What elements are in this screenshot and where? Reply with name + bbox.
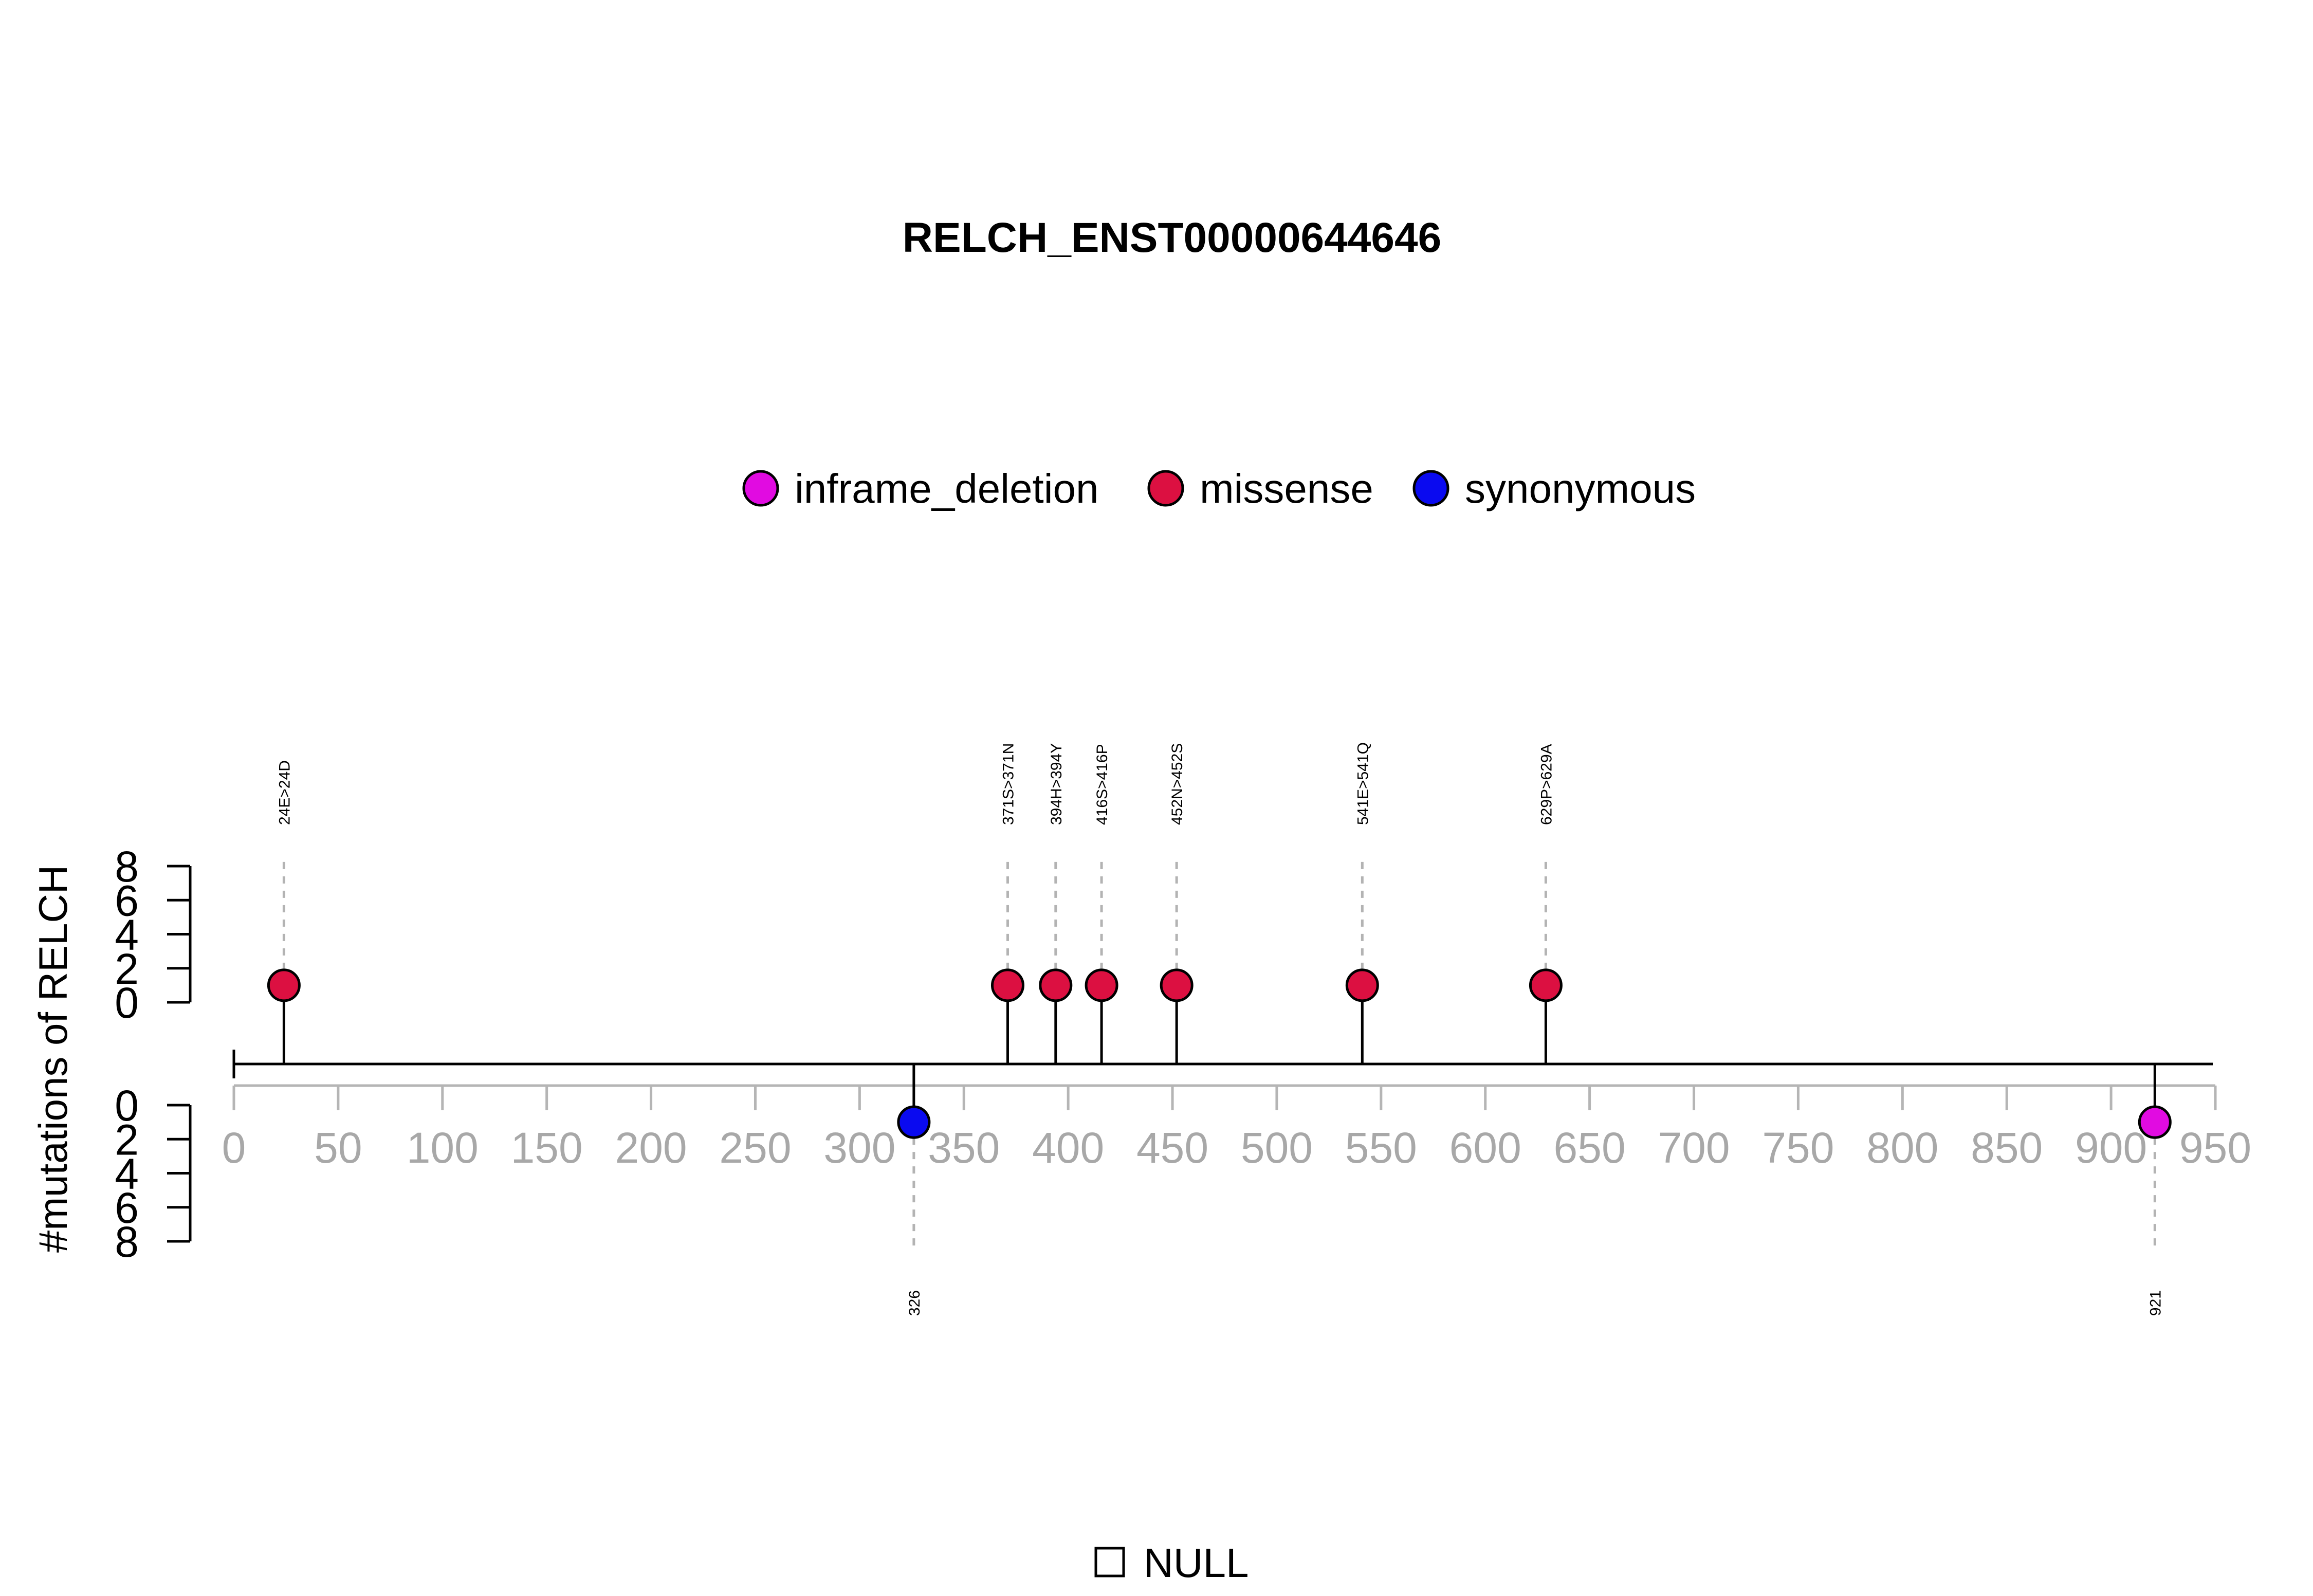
y-axis-bottom-tick-label: 2 bbox=[115, 1115, 139, 1164]
x-tick-label: 200 bbox=[615, 1124, 687, 1172]
legend-label: inframe_deletion bbox=[795, 466, 1098, 511]
lollipop-head bbox=[1039, 968, 1073, 1002]
x-tick-label: 400 bbox=[1032, 1124, 1104, 1172]
domain-legend-item: NULL bbox=[1094, 1540, 1249, 1586]
x-tick-label: 300 bbox=[823, 1124, 895, 1172]
x-tick-label: 800 bbox=[1866, 1124, 1938, 1172]
lollipop-head bbox=[1160, 968, 1194, 1002]
domain-legend: NULL bbox=[1094, 1540, 1249, 1586]
domain-legend-label: NULL bbox=[1144, 1540, 1249, 1586]
lollipop-head bbox=[990, 968, 1024, 1002]
lollipop-head bbox=[1529, 968, 1563, 1002]
x-tick-label: 50 bbox=[314, 1124, 362, 1172]
x-tick-label: 100 bbox=[407, 1124, 479, 1172]
legend-swatch bbox=[742, 470, 779, 507]
x-tick-label: 750 bbox=[1762, 1124, 1834, 1172]
legend-swatch bbox=[1147, 470, 1184, 507]
lollipop-head bbox=[1345, 968, 1379, 1002]
y-axis-top-tick-label: 0 bbox=[115, 979, 139, 1027]
lollipop-head bbox=[1085, 968, 1118, 1002]
x-tick-label: 250 bbox=[719, 1124, 791, 1172]
mutation-type-legend: inframe_deletion missense synonymous bbox=[742, 466, 1696, 511]
mutation-lollipop: 326 bbox=[897, 1064, 931, 1316]
legend-swatch bbox=[1412, 470, 1449, 507]
mutation-label: 326 bbox=[906, 1290, 923, 1316]
mutation-lollipop: 629P>629A bbox=[1529, 744, 1563, 1064]
mutation-label: 629P>629A bbox=[1538, 744, 1555, 825]
y-axis-label-group: #mutations of RELCH bbox=[30, 865, 76, 1253]
legend-label: missense bbox=[1200, 466, 1373, 511]
y-axis-label: #mutations of RELCH bbox=[30, 865, 76, 1253]
x-tick-label: 550 bbox=[1345, 1124, 1417, 1172]
lollipop-head bbox=[897, 1105, 931, 1139]
x-tick-label: 700 bbox=[1658, 1124, 1730, 1172]
y-axis-top-tick-label: 6 bbox=[115, 876, 139, 925]
mutation-lollipop: 24E>24D bbox=[267, 760, 301, 1064]
x-tick-label: 850 bbox=[1971, 1124, 2043, 1172]
x-tick-label: 650 bbox=[1554, 1124, 1626, 1172]
mutation-lollipop: 416S>416P bbox=[1085, 744, 1118, 1064]
y-axis-bottom-tick-label: 4 bbox=[115, 1150, 139, 1198]
x-axis: 0 50 100 150 200 250 300 350 400 450 500 550 600 650 7… bbox=[222, 1050, 2251, 1172]
domain-legend-swatch bbox=[1094, 1547, 1125, 1577]
x-tick-label: 500 bbox=[1241, 1124, 1313, 1172]
legend-item: missense bbox=[1147, 466, 1373, 511]
mutation-label: 541E>541Q bbox=[1354, 742, 1371, 825]
mutation-label: 452N>452S bbox=[1169, 743, 1186, 825]
title-group: RELCH_ENST00000644646 bbox=[903, 214, 1441, 261]
y-axis-top-tick-label: 8 bbox=[115, 842, 139, 891]
legend-item: inframe_deletion bbox=[742, 466, 1098, 511]
mutation-lollipop: 394H>394Y bbox=[1039, 743, 1073, 1064]
x-tick-label: 350 bbox=[928, 1124, 1000, 1172]
y-axis-bottom-tick-label: 8 bbox=[115, 1218, 139, 1266]
mutation-lollipop: 541E>541Q bbox=[1345, 742, 1379, 1064]
y-axis-bottom-tick-label: 6 bbox=[115, 1184, 139, 1232]
mutation-label: 394H>394Y bbox=[1048, 743, 1065, 825]
x-tick-label: 450 bbox=[1136, 1124, 1208, 1172]
mutation-label: 416S>416P bbox=[1094, 744, 1111, 825]
lollipop-head bbox=[267, 968, 301, 1002]
mutation-lollipop: 371S>371N bbox=[990, 743, 1024, 1064]
mutation-label: 921 bbox=[2147, 1290, 2164, 1316]
legend-item: synonymous bbox=[1412, 466, 1696, 511]
mutation-lollipop: 452N>452S bbox=[1160, 743, 1194, 1064]
mutation-marks: 24E>24D 371S>371N 394H>394Y 416S>416P 452N>4… bbox=[267, 742, 2172, 1316]
chart-title: RELCH_ENST00000644646 bbox=[903, 214, 1441, 261]
y-axis-bottom-tick-label: 0 bbox=[115, 1081, 139, 1130]
mutation-lollipop: 921 bbox=[2138, 1064, 2172, 1316]
x-tick-label: 150 bbox=[511, 1124, 583, 1172]
mutation-label: 371S>371N bbox=[1000, 743, 1017, 825]
x-tick-label: 0 bbox=[222, 1124, 246, 1172]
y-axis-top-tick-label: 4 bbox=[115, 911, 139, 959]
x-tick-label: 900 bbox=[2075, 1124, 2147, 1172]
lollipop-head bbox=[2138, 1105, 2172, 1139]
mutation-label: 24E>24D bbox=[276, 760, 293, 825]
x-tick-label: 950 bbox=[2179, 1124, 2251, 1172]
legend-label: synonymous bbox=[1465, 466, 1696, 511]
x-tick-label: 600 bbox=[1449, 1124, 1521, 1172]
y-axis-top-tick-label: 2 bbox=[115, 945, 139, 993]
